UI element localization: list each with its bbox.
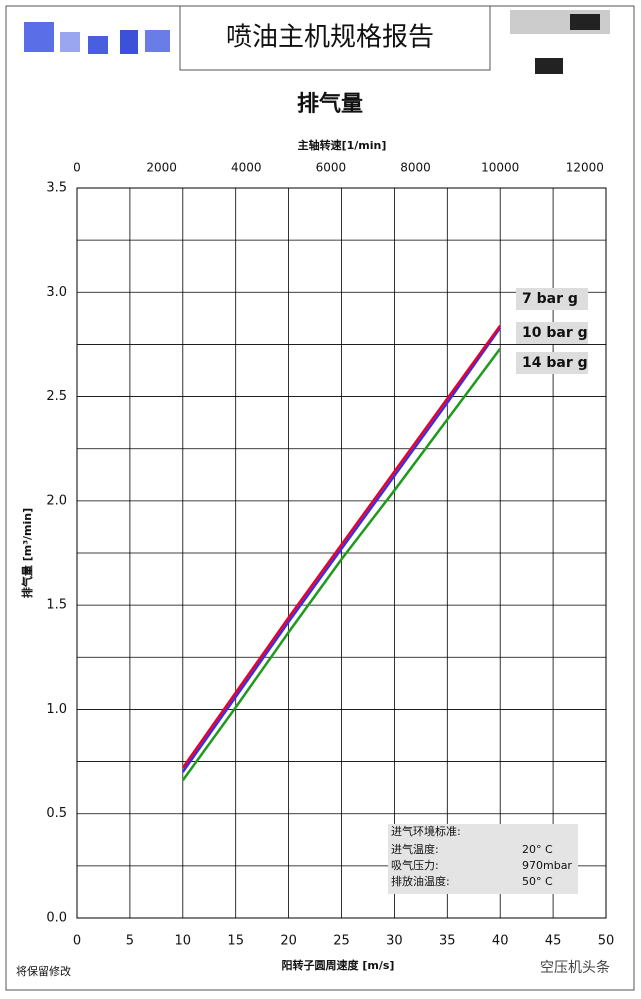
y-tick-label: 3.0 <box>46 285 67 300</box>
x-tick-label: 0 <box>73 934 81 949</box>
info-value: 20° C <box>522 843 553 856</box>
data-line <box>181 324 502 769</box>
x-tick-label: 50 <box>598 934 615 949</box>
info-value: 50° C <box>522 875 553 888</box>
x2-tick-label: 12000 <box>566 161 604 175</box>
data-line <box>181 347 502 782</box>
info-label: 进气温度: <box>391 842 439 856</box>
x2-label: 主轴转速[1/min] <box>298 138 387 152</box>
x-tick-label: 30 <box>386 934 403 949</box>
x-tick-label: 15 <box>227 934 244 949</box>
y-tick-label: 0.0 <box>46 911 67 926</box>
legend-label: 10 bar g <box>522 325 588 341</box>
x2-tick-label: 4000 <box>231 161 262 175</box>
info-label: 吸气压力: <box>391 858 439 872</box>
blurred-logo <box>24 10 610 74</box>
y-tick-label: 1.0 <box>46 702 67 717</box>
y-label: 排气量 [m³/min] <box>20 508 34 598</box>
x-tick-label: 5 <box>126 934 134 949</box>
x-tick-label: 40 <box>492 934 509 949</box>
x-tick-label: 45 <box>545 934 562 949</box>
y-tick-label: 0.5 <box>46 806 67 821</box>
header-box <box>179 5 491 71</box>
header-title: 喷油主机规格报告 <box>226 23 434 53</box>
legend-box <box>516 322 588 344</box>
y-tick-label: 3.5 <box>46 181 67 196</box>
info-label: 排放油温度: <box>391 874 450 888</box>
info-title: 进气环境标准: <box>391 824 461 838</box>
x-tick-label: 25 <box>333 934 350 949</box>
x2-tick-label: 10000 <box>481 161 519 175</box>
x-label: 阳转子圆周速度 [m/s] <box>282 958 395 972</box>
y-tick-label: 2.0 <box>46 493 67 508</box>
info-value: 970mbar <box>522 859 572 872</box>
x-tick-label: 10 <box>175 934 192 949</box>
footer-note: 将保留修改 <box>16 964 71 978</box>
chart-title: 排气量 <box>297 91 363 117</box>
x-tick-label: 20 <box>280 934 297 949</box>
info-box <box>388 824 578 894</box>
legend-box <box>516 352 588 374</box>
x2-tick-label: 2000 <box>146 161 177 175</box>
data-line <box>181 327 502 773</box>
y-tick-label: 2.5 <box>46 389 67 404</box>
x2-tick-label: 8000 <box>400 161 431 175</box>
watermark: 空压机头条 <box>540 959 610 976</box>
legend-label: 7 bar g <box>522 291 578 307</box>
legend-box <box>516 288 588 310</box>
legend-label: 14 bar g <box>522 355 588 371</box>
x-tick-label: 35 <box>439 934 456 949</box>
x2-tick-label: 0 <box>73 161 81 175</box>
x2-tick-label: 6000 <box>316 161 347 175</box>
y-tick-label: 1.5 <box>46 598 67 613</box>
